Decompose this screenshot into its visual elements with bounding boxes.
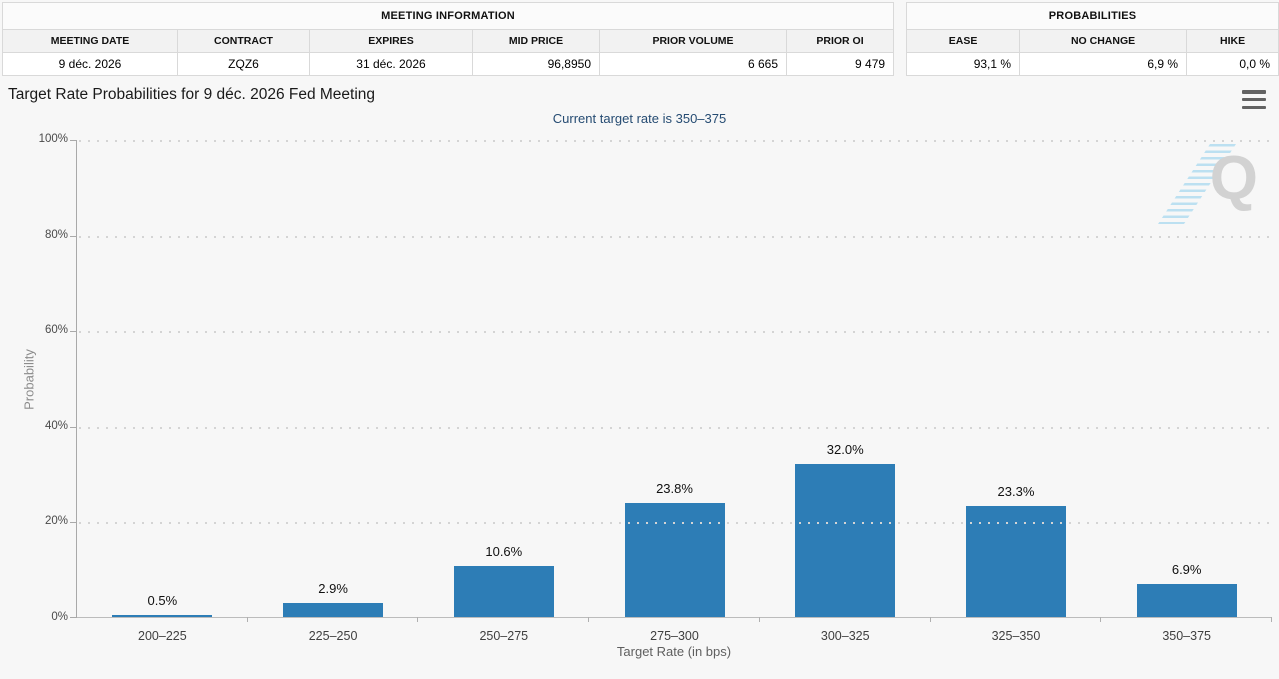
y-tick-mark: [70, 235, 77, 237]
probabilities-table: PROBABILITIES EASE NO CHANGE HIKE 93,1 %…: [906, 2, 1279, 76]
bar-value-label: 0.5%: [147, 592, 178, 608]
probabilities-title: PROBABILITIES: [906, 2, 1279, 30]
x-tick-mark: [1271, 617, 1273, 622]
y-tick-mark: [70, 331, 77, 333]
bar: [112, 614, 213, 617]
y-tick-label: 100%: [38, 133, 68, 145]
col-mid-price: MID PRICE: [472, 29, 600, 53]
y-tick-label: 80%: [44, 228, 68, 241]
hike-value: 0,0 %: [1186, 52, 1279, 76]
bars-container: 0.5% 200–225 2.9% 225–250 10.6% 250–275 23.8% 2…: [77, 140, 1273, 643]
y-tick-mark: [70, 522, 77, 524]
y-tick-label: 20%: [44, 515, 68, 528]
bar-value-label: 23.3%: [997, 483, 1035, 499]
col-ease: EASE: [906, 29, 1021, 53]
prior-volume-value: 6 665: [599, 52, 787, 76]
contract-value: ZQZ6: [177, 52, 310, 76]
y-tick-mark: [70, 140, 77, 141]
x-tick-label: 350–375: [1162, 629, 1211, 643]
bar: [453, 566, 554, 617]
col-hike: HIKE: [1186, 29, 1279, 53]
hamburger-menu-icon[interactable]: [1242, 90, 1266, 109]
bar: [1136, 584, 1237, 617]
x-tick-mark: [417, 617, 419, 622]
bar-value-label: 32.0%: [826, 442, 864, 458]
prior-oi-value: 9 479: [785, 52, 895, 76]
meeting-date-value: 9 déc. 2026: [2, 52, 178, 76]
bar-column-350–375: 6.9% 350–375: [1101, 140, 1273, 643]
col-expires: EXPIRES: [309, 29, 473, 53]
y-tick-mark: [70, 617, 77, 618]
menu-bar: [1242, 105, 1266, 109]
col-prior-oi: PRIOR OI: [785, 29, 895, 53]
col-no-change: NO CHANGE: [1019, 29, 1188, 53]
meeting-information-row: 9 déc. 2026 ZQZ6 31 déc. 2026 96,8950 6 …: [2, 52, 895, 76]
menu-bar: [1242, 90, 1266, 94]
bar: [965, 505, 1066, 617]
menu-bar: [1242, 97, 1266, 102]
x-tick-label: 200–225: [138, 629, 187, 643]
x-tick-label: 275–300: [650, 629, 699, 643]
bar-value-label: 23.8%: [656, 481, 693, 497]
bar-value-label: 2.9%: [318, 581, 348, 597]
col-contract: CONTRACT: [177, 29, 310, 53]
bar-value-label: 10.6%: [485, 544, 523, 560]
probabilities-row: 93,1 % 6,9 % 0,0 %: [906, 52, 1279, 76]
x-tick-label: 325–350: [991, 629, 1041, 643]
x-tick-label: 250–275: [479, 629, 529, 643]
col-prior-volume: PRIOR VOLUME: [599, 29, 787, 53]
x-tick-label: 225–250: [308, 629, 358, 643]
expires-value: 31 déc. 2026: [309, 52, 473, 76]
meeting-information-title: MEETING INFORMATION: [1, 2, 895, 30]
bar: [795, 464, 896, 617]
x-tick-mark: [929, 617, 931, 622]
y-tick-label: 60%: [44, 324, 68, 337]
bar-column-275–300: 23.8% 275–300: [589, 140, 760, 643]
x-tick-label: 300–325: [820, 629, 870, 643]
bar-column-200–225: 0.5% 200–225: [77, 140, 248, 643]
plot-area: Q 0.5% 200–225 2.9% 225–250 10.6% 250–275 23.8…: [39, 133, 1273, 643]
x-tick-mark: [758, 617, 760, 622]
bar-column-225–250: 2.9% 225–250: [248, 140, 419, 643]
x-tick-mark: [246, 617, 248, 622]
no-change-value: 6,9 %: [1019, 52, 1188, 76]
x-tick-mark: [588, 617, 590, 622]
x-tick-mark: [1100, 617, 1102, 622]
bar-column-300–325: 32.0% 300–325: [760, 140, 931, 643]
bar-value-label: 6.9%: [1171, 562, 1202, 578]
bar: [283, 603, 384, 617]
x-axis-title: Target Rate (in bps): [616, 644, 732, 659]
mid-price-value: 96,8950: [472, 52, 600, 76]
y-tick-label: 40%: [44, 419, 68, 432]
chart-title: Target Rate Probabilities for 9 déc. 202…: [8, 86, 376, 103]
bar-column-325–350: 23.3% 325–350: [931, 140, 1102, 643]
col-meeting-date: MEETING DATE: [2, 29, 178, 53]
y-tick-label: 0%: [51, 611, 68, 623]
summary-tables: MEETING INFORMATION MEETING DATE CONTRAC…: [1, 2, 1279, 76]
bar-column-250–275: 10.6% 250–275: [418, 140, 590, 643]
chart-subtitle: Current target rate is 350–375: [552, 111, 727, 126]
y-tick-mark: [70, 426, 77, 428]
meeting-information-table: MEETING INFORMATION MEETING DATE CONTRAC…: [1, 2, 895, 76]
ease-value: 93,1 %: [906, 52, 1021, 76]
bar: [624, 503, 725, 617]
